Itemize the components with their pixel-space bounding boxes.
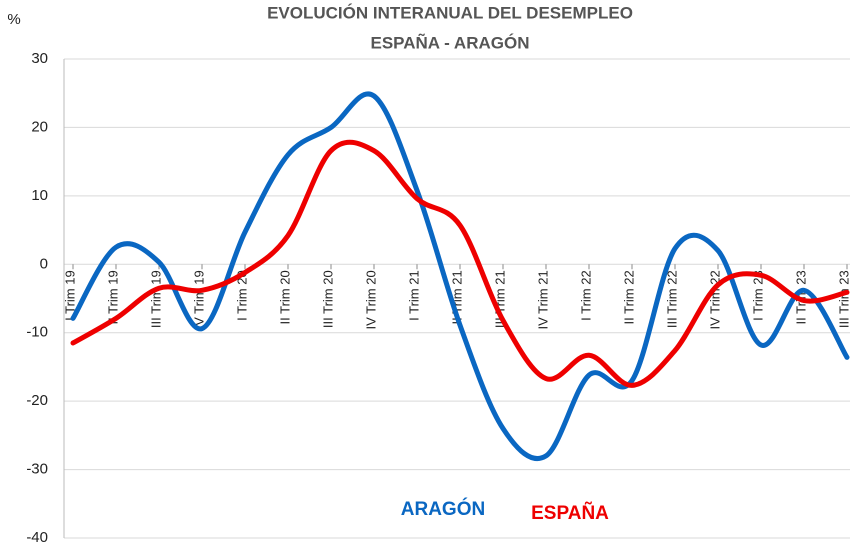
- y-axis-label: %: [7, 11, 20, 28]
- x-tick-label: I Trim 22: [578, 270, 593, 321]
- x-tick-label: IV Trim 19: [191, 270, 206, 329]
- y-tick-label: -30: [26, 461, 48, 478]
- x-tick-label: IV Trim 21: [535, 270, 550, 329]
- x-tick-label: I Trim 23: [750, 270, 765, 321]
- x-tick-label: III Trim 20: [320, 270, 335, 328]
- x-tick-label: I Trim 20: [234, 270, 249, 321]
- x-tick-label: IV Trim 22: [707, 270, 722, 329]
- chart-title: EVOLUCIÓN INTERANUAL DEL DESEMPLEO: [267, 3, 633, 22]
- x-tick-label: III Trim 22: [664, 270, 679, 328]
- x-tick-label: III Trim 19: [148, 270, 163, 328]
- series-line: [70, 91, 850, 461]
- series-line: [70, 139, 850, 388]
- x-tick-label: II Trim 22: [621, 270, 636, 324]
- y-tick-label: 0: [40, 255, 48, 272]
- legend-label: ARAGÓN: [401, 498, 485, 520]
- x-tick-label: I Trim 21: [406, 270, 421, 321]
- y-tick-label: 30: [31, 50, 48, 67]
- y-tick-label: 20: [31, 118, 48, 135]
- legend-label: ESPAÑA: [531, 502, 609, 524]
- x-tick-label: III Trim 21: [492, 270, 507, 328]
- y-tick-label: 10: [31, 187, 48, 204]
- x-tick-label: IV Trim 20: [363, 270, 378, 329]
- x-tick-label: II Trim 20: [277, 270, 292, 324]
- chart-subtitle: ESPAÑA - ARAGÓN: [371, 32, 530, 52]
- y-tick-label: -20: [26, 392, 48, 409]
- x-tick-label: III Trim 23: [836, 270, 851, 328]
- y-tick-label: -10: [26, 324, 48, 341]
- x-tick-label: I Trim 19: [62, 270, 77, 321]
- x-tick-label: II Trim 19: [105, 270, 120, 324]
- y-tick-label: -40: [26, 529, 48, 546]
